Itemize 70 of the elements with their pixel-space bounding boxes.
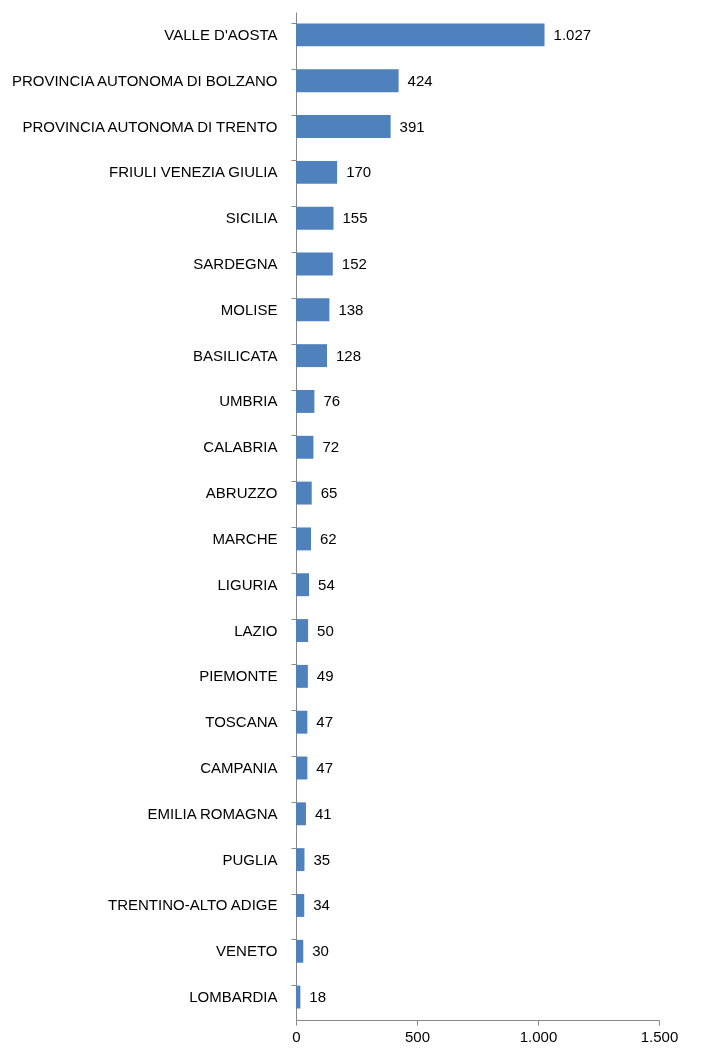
data-label: 50 [317,621,334,639]
y-tick-label: MARCHE [212,529,278,547]
bar [296,23,545,47]
data-label: 30 [312,942,329,960]
bar [296,435,314,459]
bar [296,710,308,734]
bar [296,390,315,413]
bar [296,252,333,276]
data-label: 155 [342,209,368,227]
bar [296,573,310,597]
bar [296,756,308,780]
data-label: 65 [320,484,338,502]
data-label: 35 [313,850,331,868]
y-tick-label: VALLE D'AOSTA [164,25,278,43]
y-tick-label: UMBRIA [219,392,278,410]
bar [296,527,311,551]
x-tick-label: 0 [292,1027,301,1045]
y-tick-label: TOSCANA [205,713,278,731]
bar [296,344,327,368]
bar [296,848,305,872]
bar [296,939,304,963]
data-label: 18 [309,988,327,1006]
data-label: 170 [346,163,372,181]
x-tick-label: 500 [404,1027,431,1045]
y-tick-label: SARDEGNA [193,255,278,272]
data-label: 47 [316,759,334,776]
y-tick-label: CAMPANIA [200,759,278,776]
data-label: 391 [399,117,425,135]
bar [296,985,301,1009]
y-tick-label: ABRUZZO [205,484,278,502]
data-label: 49 [316,667,334,685]
data-label: 152 [341,255,367,272]
data-label: 41 [314,804,332,822]
bar [296,664,308,688]
bar [296,481,312,505]
data-label: 34 [313,896,330,914]
y-tick-label: LOMBARDIA [189,988,278,1006]
y-tick-label: SICILIA [225,209,278,227]
bar [296,69,399,93]
bar [296,206,334,230]
y-tick-label: PIEMONTE [199,667,278,685]
bar [296,160,338,184]
data-label: 62 [320,529,337,547]
data-label: 72 [322,438,340,456]
bar [296,802,306,826]
y-tick-label: PROVINCIA AUTONOMA DI TRENTO [22,117,278,135]
data-label: 128 [335,346,362,364]
y-tick-label: MOLISE [220,300,278,318]
bar [296,115,391,138]
data-label: 1.027 [553,25,592,43]
y-tick-label: FRIULI VENEZIA GIULIA [109,163,278,181]
data-label: 424 [407,71,433,89]
data-label: 47 [316,713,334,731]
y-tick-label: EMILIA ROMAGNA [147,804,278,822]
bar [296,298,330,322]
data-label: 138 [338,300,364,318]
data-label: 54 [318,575,335,593]
y-tick-label: LIGURIA [217,575,278,593]
y-tick-label: TRENTINO-ALTO ADIGE [108,896,278,914]
x-tick-label: 1.500 [640,1027,679,1045]
y-tick-label: PUGLIA [222,850,278,868]
data-label: 76 [323,392,341,410]
y-tick-label: LAZIO [234,621,278,639]
bar [296,619,309,642]
bar [296,894,305,917]
y-tick-label: PROVINCIA AUTONOMA DI BOLZANO [11,71,278,89]
y-tick-label: CALABRIA [203,438,278,456]
y-tick-label: VENETO [216,942,278,960]
y-tick-label: BASILICATA [193,346,278,364]
x-tick-label: 1.000 [519,1027,558,1045]
